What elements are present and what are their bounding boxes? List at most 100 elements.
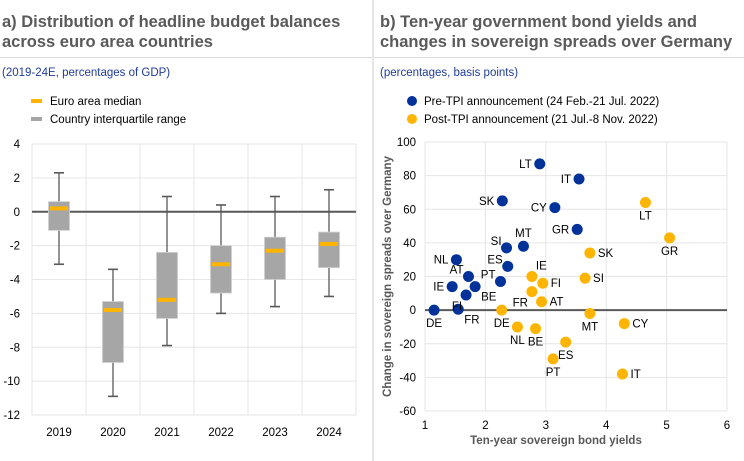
point-pre-LT <box>534 158 546 170</box>
point-post-MT <box>584 307 596 319</box>
panel-a-subtitle: (2019-24E, percentages of GDP) <box>2 67 171 79</box>
legend-marker-pre <box>407 96 417 106</box>
legend-label-post: Post-TPI announcement (21 Jul.-8 Nov. 20… <box>424 114 658 126</box>
point-post-PT <box>547 353 559 365</box>
point-label-post-FR: FR <box>513 298 528 310</box>
x-tick-label: 3 <box>543 420 549 432</box>
point-label-post-FI: FI <box>551 278 561 290</box>
median-bar-2020 <box>104 307 122 312</box>
iqr-box-2024 <box>318 231 340 269</box>
point-label-pre-PT: PT <box>481 270 496 282</box>
point-label-pre-SK: SK <box>479 196 495 208</box>
x-axis-title: Ten-year sovereign bond yields <box>470 435 642 447</box>
point-post-FR <box>526 286 538 298</box>
point-label-pre-FR: FR <box>464 314 479 326</box>
y-tick-label: -20 <box>399 339 416 351</box>
point-label-post-GR: GR <box>661 246 678 258</box>
y-tick-label: 0 <box>14 207 20 219</box>
point-pre-SI <box>501 242 513 254</box>
x-tick-label: 1 <box>422 420 428 432</box>
point-label-pre-BE: BE <box>481 292 497 304</box>
point-label-pre-SI: SI <box>491 236 502 248</box>
median-bar-2022 <box>212 262 230 267</box>
point-label-post-IT: IT <box>631 369 641 381</box>
point-pre-PT <box>495 276 506 288</box>
x-tick-label: 2024 <box>316 427 342 439</box>
point-post-DE <box>496 304 508 316</box>
panel-a-title-line2: across euro area countries <box>2 33 213 51</box>
point-label-pre-IE: IE <box>433 282 444 294</box>
point-post-ES <box>560 336 572 348</box>
point-post-IE <box>526 271 538 282</box>
x-tick-label: 2019 <box>46 427 72 439</box>
point-label-post-SK: SK <box>598 248 614 260</box>
point-label-pre-IT: IT <box>561 174 571 186</box>
panel-b-title-divider <box>374 57 744 58</box>
panel-a-title-divider <box>0 57 372 58</box>
median-bar-2024 <box>320 241 338 246</box>
point-label-pre-DE: DE <box>426 318 442 330</box>
point-post-CY <box>618 318 630 330</box>
y-tick-label: -60 <box>399 406 416 418</box>
y-tick-label: 0 <box>410 305 416 317</box>
point-post-SI <box>579 272 591 284</box>
panel-b-title-line1: b) Ten-year government bond yields and <box>380 13 697 31</box>
legend-swatch-box <box>31 117 42 121</box>
y-tick-label: -6 <box>10 308 20 320</box>
legend-label-median: Euro area median <box>50 96 141 108</box>
iqr-box-2023 <box>264 236 286 280</box>
point-label-pre-NL: NL <box>434 255 449 267</box>
point-label-pre-GR: GR <box>552 224 569 236</box>
panel-b-title: b) Ten-year government bond yields and c… <box>380 12 740 52</box>
x-tick-label: 2 <box>482 420 488 432</box>
y-tick-label: 2 <box>14 173 20 185</box>
point-pre-MT <box>517 240 529 252</box>
point-post-GR <box>664 232 676 244</box>
point-pre-IT <box>573 173 585 185</box>
point-pre-DE <box>428 304 440 316</box>
x-tick-label: 2021 <box>154 427 180 439</box>
panel-b: b) Ten-year government bond yields and c… <box>372 0 744 461</box>
point-label-post-ES: ES <box>558 350 574 362</box>
point-label-pre-ES: ES <box>487 254 503 266</box>
x-tick-label: 2020 <box>100 427 126 439</box>
point-label-post-AT: AT <box>550 297 564 309</box>
point-label-post-SI: SI <box>593 273 604 285</box>
point-label-pre-MT: MT <box>515 228 532 240</box>
panel-a: a) Distribution of headline budget balan… <box>0 13 372 439</box>
y-tick-label: -12 <box>3 410 20 422</box>
panel-a-title-line1: a) Distribution of headline budget balan… <box>2 13 341 31</box>
point-post-LT <box>639 197 651 209</box>
point-post-FI <box>537 277 549 289</box>
point-pre-AT <box>462 271 474 282</box>
y-tick-label: 80 <box>403 171 416 183</box>
panel-b-subtitle: (percentages, basis points) <box>380 67 519 79</box>
point-label-post-PT: PT <box>546 367 561 379</box>
point-pre-BE <box>469 281 481 293</box>
y-tick-label: -2 <box>10 241 20 253</box>
x-tick-label: 2022 <box>208 427 234 439</box>
y-tick-label: 20 <box>403 272 416 284</box>
point-pre-FR <box>452 303 464 315</box>
point-post-SK <box>584 247 596 259</box>
point-pre-FI <box>460 289 472 301</box>
y-tick-label: 100 <box>397 137 416 149</box>
x-tick-label: 6 <box>724 420 730 432</box>
point-pre-IE <box>446 281 458 293</box>
legend-label-box: Country interquartile range <box>50 114 186 126</box>
point-label-post-CY: CY <box>632 319 648 331</box>
point-label-post-BE: BE <box>528 337 544 349</box>
y-tick-label: 40 <box>403 238 416 250</box>
point-label-post-LT: LT <box>639 211 652 223</box>
point-post-BE <box>530 323 542 335</box>
scatter-chart: Pre-TPI announcement (24 Feb.-21 Jul. 20… <box>382 96 730 447</box>
point-label-pre-AT: AT <box>450 265 464 277</box>
point-pre-GR <box>571 223 583 235</box>
y-tick-label: -40 <box>399 372 416 384</box>
y-axis-title: Change in sovereign spreads over Germany <box>382 155 394 397</box>
y-tick-label: 4 <box>14 139 21 151</box>
y-tick-label: -8 <box>10 342 20 354</box>
point-post-IT <box>617 368 629 380</box>
iqr-box-2020 <box>102 301 124 363</box>
point-label-post-MT: MT <box>582 321 599 333</box>
